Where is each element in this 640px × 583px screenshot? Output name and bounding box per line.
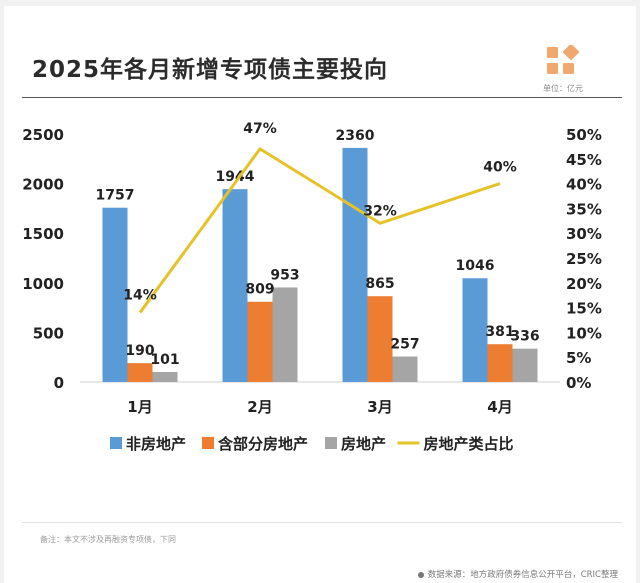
y2-tick-label: 50%	[566, 126, 602, 144]
bar-1	[342, 147, 368, 382]
legend-label: 房地产类占比	[424, 435, 514, 453]
ratio-line	[138, 147, 501, 314]
footer-divider	[22, 522, 622, 523]
y2-tick-label: 20%	[566, 275, 602, 293]
source-text: 数据来源：地方政府债券信息公开平台，CRIC整理	[427, 570, 618, 580]
bar-value-label: 381	[485, 324, 514, 340]
bar-value-label: 190	[125, 343, 154, 359]
bar-value-label: 1944	[216, 169, 255, 185]
legend-swatch	[325, 437, 337, 449]
ratio-value-label: 32%	[363, 203, 397, 219]
y2-tick-label: 45%	[566, 151, 602, 169]
bar-3	[152, 371, 178, 382]
bar-2	[127, 363, 153, 382]
title-divider	[22, 97, 622, 98]
bar-value-label: 2360	[336, 128, 375, 144]
y2-tick-label: 5%	[566, 349, 591, 367]
bar-3	[272, 287, 298, 382]
bar-1	[102, 207, 128, 382]
page-title: 2025年各月新增专项债主要投向	[32, 57, 389, 83]
bar-1	[222, 189, 248, 382]
y2-tick-label: 30%	[566, 225, 602, 243]
bar-value-label: 257	[390, 337, 419, 353]
legend-swatch	[110, 437, 122, 449]
unit-label: 单位：亿元	[543, 84, 583, 93]
y2-tick-label: 25%	[566, 250, 602, 268]
y-tick-label: 2500	[22, 126, 64, 144]
bar-value-label: 336	[510, 329, 539, 345]
legend-label: 非房地产	[126, 435, 186, 453]
bar-value-label: 809	[245, 282, 274, 298]
y2-tick-label: 10%	[566, 324, 602, 342]
x-tick-label: 3月	[367, 398, 392, 416]
x-tick-label: 2月	[247, 398, 272, 416]
bar-value-label: 1757	[96, 188, 135, 204]
bullet-icon	[417, 571, 424, 578]
legend-swatch	[202, 437, 214, 449]
brand-logo-icon	[547, 45, 580, 74]
bar-2	[367, 296, 393, 382]
bar-1	[462, 278, 488, 382]
legend-label: 房地产	[341, 435, 386, 453]
bar-2	[487, 344, 513, 382]
y2-tick-label: 0%	[566, 374, 591, 392]
ratio-value-label: 47%	[243, 121, 277, 137]
bar-3	[512, 348, 538, 382]
ratio-value-label: 14%	[123, 288, 157, 304]
x-tick-label: 4月	[487, 398, 512, 416]
legend-label: 含部分房地产	[218, 435, 308, 453]
source-note: 数据来源：地方政府债券信息公开平台，CRIC整理	[417, 568, 618, 580]
y2-tick-label: 35%	[566, 200, 602, 218]
bar-3	[392, 356, 418, 382]
y-tick-label: 500	[33, 324, 64, 342]
bar-value-label: 953	[270, 267, 299, 283]
y-tick-label: 2000	[22, 176, 64, 194]
x-tick-label: 1月	[127, 398, 152, 416]
bar-value-label: 101	[150, 352, 179, 368]
bar-value-label: 865	[365, 276, 394, 292]
bar-2	[247, 301, 273, 382]
bar-value-label: 1046	[456, 258, 495, 274]
y-tick-label: 1500	[22, 225, 64, 243]
footnote: 备注：本文不涉及再融资专项债，下同	[40, 535, 176, 544]
y2-tick-label: 40%	[566, 176, 602, 194]
ratio-value-label: 40%	[483, 160, 517, 176]
y-tick-label: 1000	[22, 275, 64, 293]
y2-tick-label: 15%	[566, 300, 602, 318]
y-tick-label: 0	[54, 374, 64, 392]
